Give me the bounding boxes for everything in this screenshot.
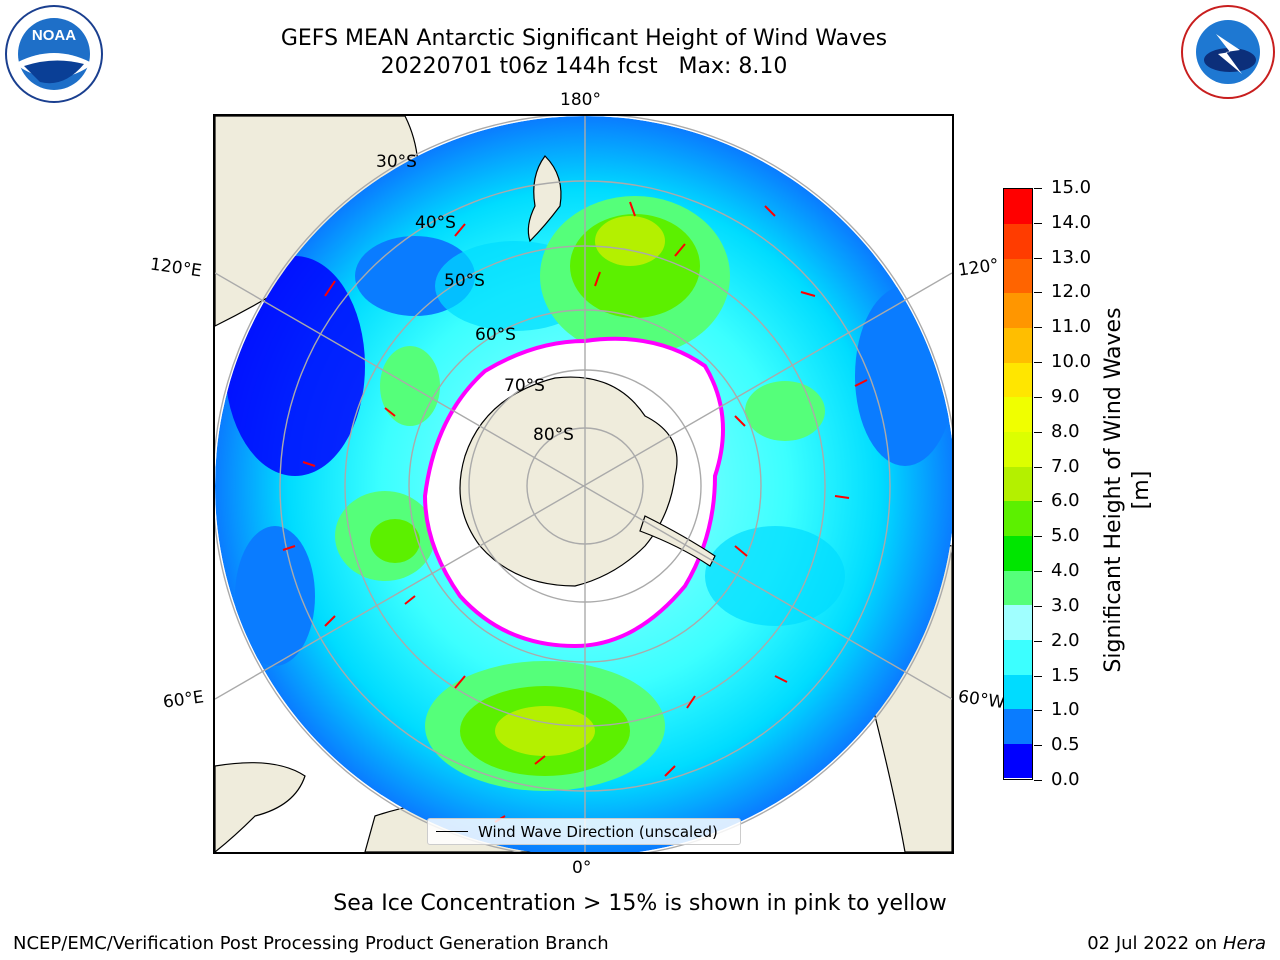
colorbar-tick xyxy=(1034,780,1042,781)
colorbar-tick-label: 1.5 xyxy=(1051,664,1080,686)
colorbar-tick-label: 14.0 xyxy=(1051,211,1092,233)
colorbar-title: Significant Height of Wind Waves [m] xyxy=(1101,307,1154,673)
colorbar-segment xyxy=(1004,327,1032,363)
colorbar-segment xyxy=(1004,258,1032,294)
colorbar-segment xyxy=(1004,396,1032,433)
colorbar-tick-label: 2.0 xyxy=(1051,629,1080,651)
colorbar-tick-label: 0.0 xyxy=(1051,769,1080,790)
colorbar-tick-label: 3.0 xyxy=(1051,594,1080,616)
colorbar-segment xyxy=(1004,500,1032,536)
colorbar-segment xyxy=(1004,431,1032,467)
colorbar-tick-label: 15.0 xyxy=(1051,177,1092,198)
colorbar-segment xyxy=(1004,466,1032,502)
colorbar-segment xyxy=(1004,674,1032,710)
colorbar-segment xyxy=(1004,604,1032,640)
credit-date-text: 02 Jul 2022 on xyxy=(1087,933,1218,954)
lon-label-0: 0° xyxy=(572,858,592,878)
nws-logo xyxy=(1180,4,1276,104)
credit-branch: NCEP/EMC/Verification Post Processing Pr… xyxy=(13,933,609,954)
colorbar-tick-label: 13.0 xyxy=(1051,246,1092,268)
colorbar-tick-label: 0.5 xyxy=(1051,734,1080,756)
colorbar-tick xyxy=(1034,536,1042,538)
colorbar-tick xyxy=(1034,710,1042,712)
colorbar-tick xyxy=(1034,362,1042,364)
colorbar-tick-label: 7.0 xyxy=(1051,455,1080,477)
colorbar-tick-label: 10.0 xyxy=(1051,351,1092,373)
colorbar-tick xyxy=(1034,188,1042,189)
colorbar xyxy=(1003,188,1033,780)
lat-label-40s: 40°S xyxy=(415,213,456,233)
sea-ice-note: Sea Ice Concentration > 15% is shown in … xyxy=(333,891,947,916)
colorbar-tick-label: 1.0 xyxy=(1051,699,1080,721)
lat-label-30s: 30°S xyxy=(376,152,417,172)
colorbar-tick xyxy=(1034,640,1042,642)
colorbar-tick xyxy=(1034,745,1042,747)
lon-label-60e: 60°E xyxy=(161,687,206,713)
colorbar-tick xyxy=(1034,327,1042,329)
legend-label: Wind Wave Direction (unscaled) xyxy=(478,823,718,841)
lat-label-50s: 50°S xyxy=(444,271,485,291)
colorbar-segment xyxy=(1004,639,1032,675)
credit-host: Hera xyxy=(1222,933,1266,954)
colorbar-tick xyxy=(1034,501,1042,503)
lat-label-70s: 70°S xyxy=(504,376,545,396)
lon-label-120e: 120°E xyxy=(148,254,203,282)
colorbar-tick xyxy=(1034,431,1042,433)
colorbar-tick-label: 12.0 xyxy=(1051,281,1092,303)
colorbar-tick xyxy=(1034,675,1042,677)
colorbar-tick xyxy=(1034,605,1042,607)
land-antarctica xyxy=(459,376,678,587)
legend-line-swatch xyxy=(436,831,468,832)
lat-label-60s: 60°S xyxy=(475,325,516,345)
colorbar-tick xyxy=(1034,292,1042,294)
map-legend: Wind Wave Direction (unscaled) xyxy=(427,818,741,845)
colorbar-segment xyxy=(1004,292,1032,329)
noaa-logo: NOAA xyxy=(4,4,104,108)
colorbar-segment xyxy=(1004,570,1032,606)
colorbar-tick xyxy=(1034,396,1042,398)
land-new-zealand xyxy=(527,155,562,243)
land-africa xyxy=(215,762,306,852)
colorbar-segment xyxy=(1004,743,1032,779)
credit-date: 02 Jul 2022 on Hera xyxy=(1087,933,1266,954)
colorbar-segment xyxy=(1004,708,1032,744)
colorbar-tick xyxy=(1034,257,1042,259)
colorbar-tick xyxy=(1034,466,1042,468)
chart-title: GEFS MEAN Antarctic Significant Height o… xyxy=(280,26,888,51)
colorbar-tick-label: 4.0 xyxy=(1051,560,1080,582)
colorbar-tick xyxy=(1034,222,1042,224)
chart-subtitle: 20220701 t06z 144h fcst Max: 8.10 xyxy=(380,54,788,79)
colorbar-segment xyxy=(1004,189,1032,225)
noaa-logo-text: NOAA xyxy=(32,27,76,44)
lon-label-180: 180° xyxy=(560,90,601,110)
colorbar-segment xyxy=(1004,535,1032,571)
colorbar-title-wrap: Significant Height of Wind Waves [m] xyxy=(1100,290,1160,690)
colorbar-tick-label: 5.0 xyxy=(1051,525,1080,547)
colorbar-segment xyxy=(1004,223,1032,259)
colorbar-tick-label: 9.0 xyxy=(1051,385,1080,407)
polar-map xyxy=(213,114,954,854)
colorbar-segment xyxy=(1004,362,1032,398)
colorbar-tick-label: 6.0 xyxy=(1051,490,1080,512)
colorbar-tick-label: 11.0 xyxy=(1051,316,1092,338)
lon-label-60w: 60°W xyxy=(956,686,1007,714)
colorbar-tick-label: 8.0 xyxy=(1051,420,1080,442)
lon-label-120w: 120° xyxy=(956,255,1001,281)
colorbar-tick xyxy=(1034,571,1042,573)
lat-label-80s: 80°S xyxy=(533,425,574,445)
